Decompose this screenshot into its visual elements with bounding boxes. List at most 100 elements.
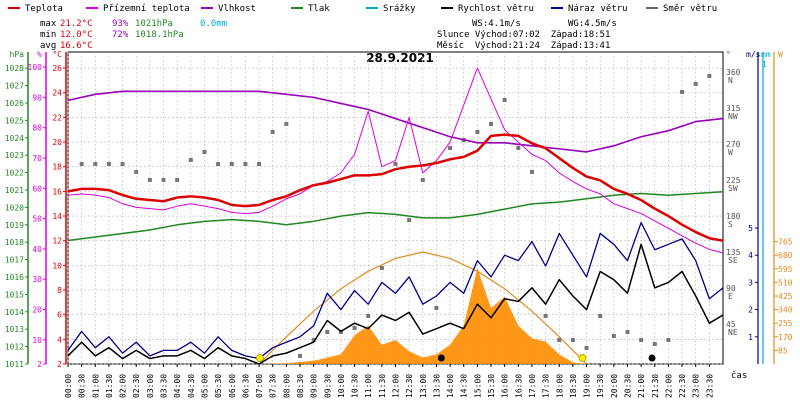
wind-dir-point bbox=[407, 218, 412, 222]
wind-dir-point bbox=[134, 170, 139, 174]
stat-avg-temp: 16.6°C bbox=[60, 41, 93, 51]
wind-dir-point bbox=[243, 162, 248, 166]
x-tick-label: 02:30 bbox=[132, 374, 141, 398]
wind-dir-point bbox=[475, 130, 480, 134]
stat-max-temp: 21.2°C bbox=[60, 19, 93, 29]
wind-dir-point bbox=[229, 162, 234, 166]
tick-label-hpa: 1014 bbox=[5, 308, 24, 317]
stat-min-label: min bbox=[40, 30, 56, 40]
sun-marker bbox=[255, 354, 264, 362]
wind-dir-point bbox=[516, 146, 521, 150]
x-tick-label: 13:00 bbox=[419, 374, 428, 398]
x-tick-label: 06:30 bbox=[241, 374, 250, 398]
tick-label-hpa: 1018 bbox=[5, 238, 24, 247]
tick-label-dir: 180 bbox=[726, 212, 741, 221]
legend-label: Tlak bbox=[308, 4, 330, 14]
tick-label-temp: 10 bbox=[52, 261, 62, 270]
x-tick-label: 14:30 bbox=[460, 374, 469, 398]
x-tick-label: 09:30 bbox=[323, 374, 332, 398]
x-tick-label: 10:30 bbox=[351, 374, 360, 398]
axis-unit-wind: m/s bbox=[746, 50, 761, 59]
moon-marker bbox=[648, 354, 656, 362]
stat-max-label: max bbox=[40, 19, 57, 29]
x-tick-label: 00:00 bbox=[64, 374, 73, 398]
tick-label-dir-name: SE bbox=[728, 256, 738, 265]
tick-label-solar: 510 bbox=[778, 278, 793, 287]
plot-area bbox=[67, 51, 724, 365]
tick-label-temp: 12 bbox=[52, 237, 62, 246]
x-tick-label: 20:30 bbox=[623, 374, 632, 398]
x-tick-label: 23:30 bbox=[705, 374, 714, 398]
wind-dir-point bbox=[448, 146, 453, 150]
x-tick-label: 18:00 bbox=[555, 374, 564, 398]
stat-moon: Měsíc Východ:21:24 Západ:13:41 bbox=[437, 41, 610, 51]
tick-label-dir-name: E bbox=[728, 292, 733, 301]
x-tick-label: 08:30 bbox=[296, 374, 305, 398]
x-tick-label: 17:30 bbox=[542, 374, 551, 398]
wind-dir-point bbox=[557, 338, 562, 342]
tick-label-pct: 70 bbox=[32, 154, 42, 163]
axis-unit-pct: % bbox=[37, 50, 42, 59]
stat-max-hum: 93% bbox=[112, 19, 129, 29]
wind-dir-point bbox=[570, 338, 575, 342]
tick-label-hpa: 1024 bbox=[5, 134, 24, 143]
tick-label-solar: 340 bbox=[778, 306, 793, 315]
tick-label-hpa: 1011 bbox=[5, 360, 24, 369]
axis-unit-dir: ° bbox=[726, 50, 731, 59]
x-tick-label: 16:00 bbox=[501, 374, 510, 398]
tick-label-dir-name: SW bbox=[728, 184, 738, 193]
wind-dir-point bbox=[93, 162, 98, 166]
tick-label-dir: 135 bbox=[726, 248, 741, 257]
tick-label-dir-name: NE bbox=[728, 328, 738, 337]
wind-dir-point bbox=[270, 130, 275, 134]
legend-label: Teplota bbox=[25, 4, 63, 14]
tick-label-temp: 6 bbox=[57, 311, 62, 320]
tick-label-hpa: 1025 bbox=[5, 116, 24, 125]
tick-label-solar: 680 bbox=[778, 251, 793, 260]
x-tick-label: 12:00 bbox=[392, 374, 401, 398]
x-tick-label: 03:00 bbox=[146, 374, 155, 398]
wind-dir-point bbox=[188, 158, 193, 162]
tick-label-hpa: 1020 bbox=[5, 203, 24, 212]
legend-label: Směr větru bbox=[663, 4, 717, 14]
wind-dir-point bbox=[297, 354, 302, 358]
stat-max-press: 1021hPa bbox=[135, 19, 173, 29]
x-tick-label: 21:00 bbox=[637, 374, 646, 398]
legend-label: Vlhkost bbox=[218, 4, 256, 14]
tick-label-temp: 14 bbox=[52, 212, 62, 221]
wind-dir-point bbox=[311, 338, 316, 342]
tick-label-pct: 20 bbox=[32, 305, 42, 314]
wind-gust-line bbox=[67, 221, 724, 360]
wind-dir-point bbox=[611, 334, 616, 338]
tick-label-solar: 765 bbox=[778, 238, 793, 247]
tick-label-solar: 595 bbox=[778, 265, 793, 274]
x-tick-label: 23:00 bbox=[692, 374, 701, 398]
tick-label-rain: 1 bbox=[762, 60, 767, 69]
x-tick-label: 05:00 bbox=[200, 374, 209, 398]
wind-dir-point bbox=[420, 178, 425, 182]
wind-dir-point bbox=[175, 178, 180, 182]
x-tick-label: 10:00 bbox=[337, 374, 346, 398]
x-tick-label: 02:00 bbox=[119, 374, 128, 398]
wind-dir-point bbox=[639, 338, 644, 342]
x-tick-label: 09:00 bbox=[310, 374, 319, 398]
wind-dir-point bbox=[529, 170, 534, 174]
x-tick-label: 13:30 bbox=[432, 374, 441, 398]
x-tick-label: 14:00 bbox=[446, 374, 455, 398]
tick-label-solar: 255 bbox=[778, 319, 793, 328]
x-tick-label: 11:30 bbox=[378, 374, 387, 398]
wind-dir-point bbox=[652, 342, 657, 346]
tick-label-dir: 315 bbox=[726, 104, 741, 113]
wind-dir-point bbox=[625, 330, 630, 334]
wind-dir-point bbox=[666, 338, 671, 342]
x-tick-label: 16:30 bbox=[514, 374, 523, 398]
humidity-line bbox=[67, 90, 724, 153]
tick-label-hpa: 1016 bbox=[5, 273, 24, 282]
stat-min-hum: 72% bbox=[112, 30, 129, 40]
stat-avg-label: avg bbox=[40, 41, 56, 51]
tick-label-hpa: 1027 bbox=[5, 82, 24, 91]
tick-label-wind: 5 bbox=[748, 224, 753, 233]
wind-dir-point bbox=[489, 122, 494, 126]
tick-label-temp: 26 bbox=[52, 64, 62, 73]
tick-label-solar: 85 bbox=[778, 346, 788, 355]
